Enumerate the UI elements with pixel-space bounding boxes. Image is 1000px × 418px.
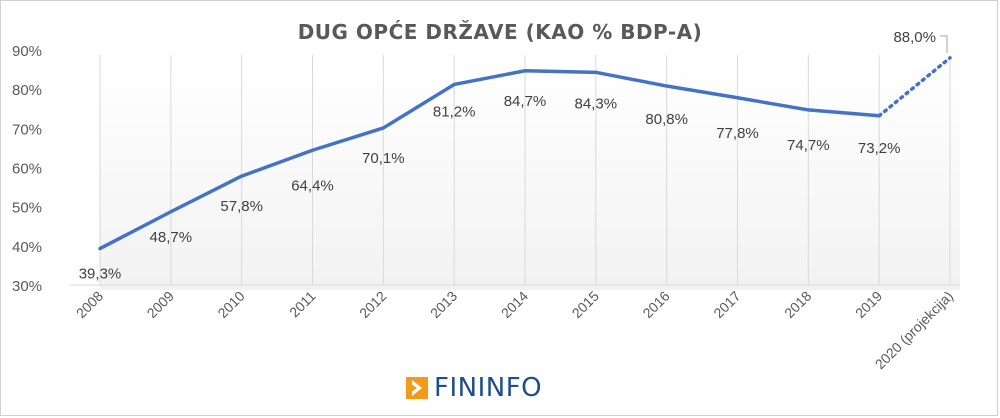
data-label: 77,8% — [716, 125, 759, 142]
x-tick-label: 2009 — [144, 288, 177, 321]
x-tick-label: 2015 — [569, 288, 602, 321]
x-tick-label: 2008 — [73, 288, 106, 321]
y-tick-label: 30% — [12, 278, 42, 295]
data-label: 39,3% — [79, 266, 122, 283]
data-label: 80,8% — [645, 111, 688, 128]
y-tick-label: 70% — [12, 121, 42, 138]
data-label: 88,0% — [893, 29, 936, 46]
y-tick-label: 40% — [12, 239, 42, 256]
data-label: 84,7% — [504, 93, 547, 110]
data-label: 73,2% — [858, 140, 901, 157]
y-tick-label: 90% — [12, 43, 42, 60]
y-tick-label: 60% — [12, 161, 42, 178]
data-label: 81,2% — [433, 103, 476, 120]
x-tick-label: 2016 — [639, 288, 672, 321]
y-tick-label: 80% — [12, 82, 42, 99]
x-tick-label: 2019 — [852, 288, 885, 321]
logo-text: FININFO — [434, 373, 543, 403]
arrow-right-icon — [406, 377, 428, 399]
data-label-leader — [940, 35, 948, 53]
data-label: 84,3% — [575, 95, 618, 112]
x-tick-label: 2014 — [498, 288, 531, 321]
data-label: 74,7% — [787, 137, 830, 154]
y-tick-label: 50% — [12, 200, 42, 217]
chart-title: DUG OPĆE DRŽAVE (KAO % BDP-A) — [297, 20, 703, 44]
series-line-actual — [98, 69, 881, 251]
x-tick-label: 2018 — [781, 288, 814, 321]
x-tick-label: 2010 — [214, 288, 247, 321]
x-tick-label: 2020 (projekcija) — [872, 288, 956, 372]
fininfo-logo: FININFO — [406, 372, 542, 404]
x-tick-label: 2017 — [710, 288, 743, 321]
series-line-projection — [877, 56, 952, 118]
data-label: 57,8% — [220, 198, 263, 215]
x-tick-label: 2011 — [286, 288, 319, 321]
x-tick-label: 2013 — [427, 288, 460, 321]
data-label: 48,7% — [150, 229, 193, 246]
data-label: 70,1% — [362, 150, 405, 167]
data-label: 64,4% — [291, 177, 334, 194]
x-tick-label: 2012 — [356, 288, 389, 321]
